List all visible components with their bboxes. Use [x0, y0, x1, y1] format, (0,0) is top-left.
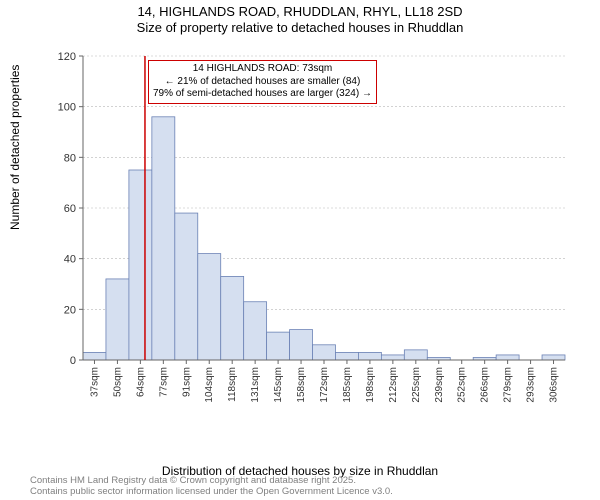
svg-text:185sqm: 185sqm: [342, 367, 353, 403]
svg-text:131sqm: 131sqm: [250, 367, 261, 403]
svg-text:20: 20: [64, 304, 76, 316]
annotation-line-1: 14 HIGHLANDS ROAD: 73sqm: [153, 63, 372, 76]
svg-text:158sqm: 158sqm: [296, 367, 307, 403]
svg-text:279sqm: 279sqm: [503, 367, 514, 403]
svg-text:77sqm: 77sqm: [158, 367, 169, 397]
svg-text:104sqm: 104sqm: [204, 367, 215, 403]
chart-title: 14, HIGHLANDS ROAD, RHUDDLAN, RHYL, LL18…: [0, 0, 600, 37]
histogram-plot: 0 20 40 60 80 100 120 37sqm 50sqm 64sqm 77sqm 91sqm…: [55, 50, 575, 420]
svg-text:266sqm: 266sqm: [480, 367, 491, 403]
svg-text:198sqm: 198sqm: [365, 367, 376, 403]
annotation-line-2: ← 21% of detached houses are smaller (84…: [153, 76, 372, 89]
chart-area: 0 20 40 60 80 100 120 37sqm 50sqm 64sqm 77sqm 91sqm…: [55, 50, 575, 420]
svg-text:91sqm: 91sqm: [181, 367, 192, 397]
svg-text:80: 80: [64, 152, 76, 164]
svg-text:145sqm: 145sqm: [273, 367, 284, 403]
svg-text:60: 60: [64, 203, 76, 215]
svg-text:212sqm: 212sqm: [388, 367, 399, 403]
y-axis-label: Number of detached properties: [8, 65, 22, 230]
svg-text:306sqm: 306sqm: [549, 367, 560, 403]
title-line-2: Size of property relative to detached ho…: [0, 20, 600, 36]
annotation-line-3: 79% of semi-detached houses are larger (…: [153, 88, 372, 101]
svg-text:120: 120: [58, 51, 76, 63]
svg-text:50sqm: 50sqm: [112, 367, 123, 397]
svg-text:293sqm: 293sqm: [526, 367, 537, 403]
svg-text:239sqm: 239sqm: [434, 367, 445, 403]
svg-text:100: 100: [58, 102, 76, 114]
annotation-callout: 14 HIGHLANDS ROAD: 73sqm ← 21% of detach…: [148, 60, 377, 104]
svg-text:172sqm: 172sqm: [319, 367, 330, 403]
svg-text:37sqm: 37sqm: [89, 367, 100, 397]
title-line-1: 14, HIGHLANDS ROAD, RHUDDLAN, RHYL, LL18…: [0, 4, 600, 20]
footer-line-2: Contains public sector information licen…: [30, 487, 600, 498]
svg-text:118sqm: 118sqm: [227, 367, 238, 402]
svg-text:225sqm: 225sqm: [411, 367, 422, 403]
svg-text:252sqm: 252sqm: [457, 367, 468, 403]
svg-text:0: 0: [70, 355, 76, 367]
svg-text:64sqm: 64sqm: [135, 367, 146, 397]
footer-attribution: Contains HM Land Registry data © Crown c…: [0, 476, 600, 498]
svg-text:40: 40: [64, 254, 76, 266]
